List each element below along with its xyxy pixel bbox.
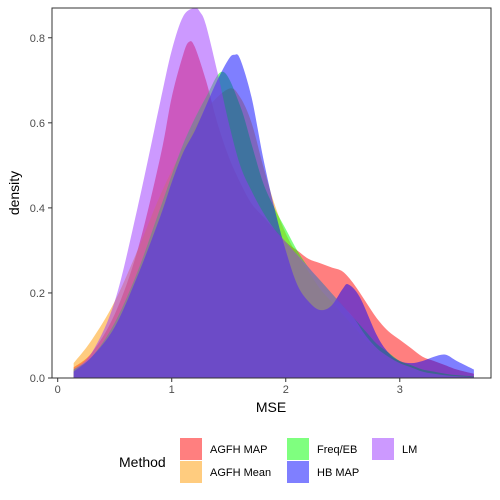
x-axis-title: MSE (256, 399, 286, 415)
x-tick-label: 2 (283, 384, 289, 396)
legend-swatch-hb-map (287, 461, 309, 483)
x-tick-label: 3 (397, 384, 403, 396)
y-tick-label: 0.6 (30, 118, 45, 130)
x-tick-label: 0 (55, 384, 61, 396)
legend-label-agfh-map: AGFH MAP (210, 444, 267, 456)
y-axis-title: density (6, 171, 22, 215)
legend-swatch-agfh-mean (180, 461, 202, 483)
density-layer (73, 7, 474, 379)
legend-swatch-freq-eb (287, 438, 309, 460)
x-axis: 0 1 2 3 (55, 378, 403, 396)
y-tick-label: 0.0 (30, 373, 45, 385)
legend-label-lm: LM (402, 444, 417, 456)
legend-label-hb-map: HB MAP (317, 467, 359, 479)
y-axis: 0.0 0.2 0.4 0.6 0.8 (30, 33, 52, 385)
y-tick-label: 0.8 (30, 33, 45, 45)
legend: Method AGFH MAP AGFH Mean Freq/EB HB MAP LM (119, 438, 417, 483)
legend-swatch-agfh-map (180, 438, 202, 460)
legend-label-freq-eb: Freq/EB (317, 444, 357, 456)
panel-border (51, 7, 492, 379)
legend-label-agfh-mean: AGFH Mean (210, 467, 271, 479)
legend-swatch-lm (372, 438, 394, 460)
legend-title: Method (119, 454, 166, 470)
density-area-lm (73, 7, 474, 379)
x-tick-label: 1 (169, 384, 175, 396)
y-tick-label: 0.4 (30, 203, 45, 215)
y-tick-label: 0.2 (30, 288, 45, 300)
